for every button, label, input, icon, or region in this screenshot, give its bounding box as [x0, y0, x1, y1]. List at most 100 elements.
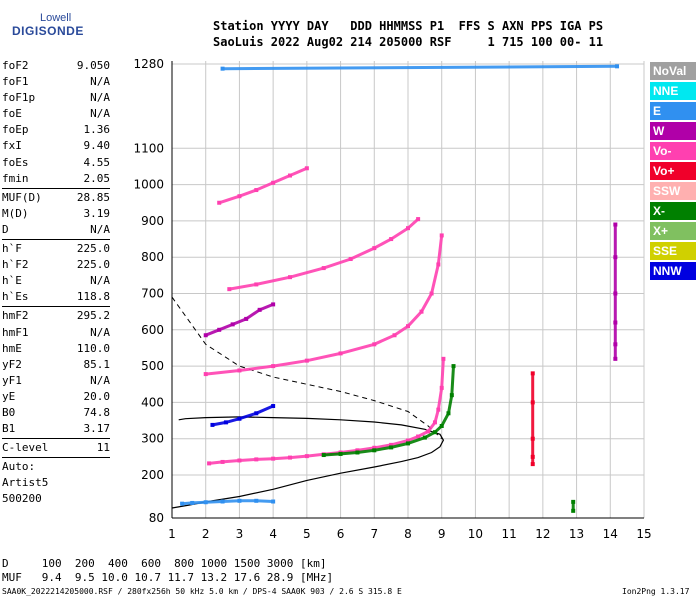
echo-point: [439, 423, 444, 428]
echo-point: [613, 320, 618, 325]
echo-point: [416, 217, 421, 222]
param-label: M(D): [2, 206, 29, 220]
param-row: yF2 85.1: [2, 357, 110, 373]
echo-point: [406, 226, 410, 231]
param-row: fmin 2.05: [2, 171, 110, 187]
echo-point: [304, 166, 309, 171]
param-row: MUF(D) 28.85: [2, 190, 110, 206]
echo-point: [203, 372, 208, 377]
param-row: hmF2 295.2: [2, 308, 110, 324]
x-tick-label: 10: [468, 527, 483, 541]
param-row: hmF1 N/A: [2, 325, 110, 341]
echo-point: [422, 435, 427, 440]
param-row: foEp 1.36: [2, 122, 110, 138]
param-label: hmF2: [2, 309, 29, 323]
echo-point: [389, 445, 394, 450]
param-label: foEp: [2, 123, 29, 137]
echo-point: [439, 385, 444, 390]
echo-point: [426, 429, 431, 434]
param-value: 85.1: [83, 357, 111, 371]
echo-point: [392, 333, 397, 338]
echo-point: [439, 233, 444, 238]
y-tick-label: 300: [141, 432, 164, 446]
param-label: yF1: [2, 373, 22, 387]
echo-point: [244, 316, 249, 321]
y-tick-label: 500: [141, 359, 164, 373]
param-label: C-level: [2, 441, 49, 455]
echo-point: [230, 322, 235, 327]
echo-point: [416, 434, 421, 439]
footer-info: SAA0K_2022214205000.RSF / 280fx256h 50 k…: [2, 587, 402, 596]
x-tick-label: 3: [236, 527, 244, 541]
legend-item-xplus: X+: [650, 222, 696, 240]
echo-point: [237, 416, 242, 421]
param-row: foE N/A: [2, 106, 110, 122]
echo-point: [449, 393, 454, 398]
echo-point: [372, 445, 377, 450]
muf-distance-row: D 100 200 400 600 800 1000 1500 3000 [km…: [2, 557, 327, 570]
echo-point: [419, 309, 424, 314]
echo-point: [389, 442, 394, 447]
param-value: 11: [96, 441, 110, 455]
y-tick-label: 200: [141, 468, 164, 482]
legend-item-noval: NoVal: [650, 62, 696, 80]
param-separator: [2, 457, 110, 459]
param-separator: [2, 239, 110, 241]
param-label: B1: [2, 422, 16, 436]
echo-trace-line: [211, 404, 275, 427]
param-value: N/A: [90, 274, 110, 288]
x-tick-label: 8: [404, 527, 412, 541]
header-labels: Station YYYY DAY DDD HHMMSS P1 FFS S AXN…: [213, 19, 604, 33]
echo-point: [217, 327, 222, 332]
echo-point: [613, 255, 618, 260]
param-separator: [2, 438, 110, 440]
echo-point: [530, 454, 535, 459]
echo-point: [254, 282, 259, 287]
echo-point: [288, 173, 292, 178]
echo-point: [613, 222, 618, 227]
param-label: foEs: [2, 155, 29, 169]
echo-point: [355, 448, 360, 453]
param-value: N/A: [90, 373, 110, 387]
param-label: h`Es: [2, 290, 29, 304]
param-value: 1.36: [83, 123, 111, 137]
param-value: N/A: [90, 107, 110, 121]
autoscaling-version: 500200: [2, 492, 42, 506]
x-tick-label: 5: [303, 527, 311, 541]
echo-point: [389, 237, 394, 242]
echo-point: [217, 200, 222, 205]
echo-point: [254, 188, 259, 193]
echo-trace-line: [204, 233, 444, 376]
echo-point: [571, 499, 576, 504]
param-label: D: [2, 222, 9, 236]
param-row: hmE 110.0: [2, 341, 110, 357]
param-label: h`E: [2, 274, 22, 288]
echo-point: [271, 180, 276, 185]
param-label: foE: [2, 107, 22, 121]
autoscaling-label: Auto:: [2, 460, 36, 474]
echo-point: [338, 451, 343, 456]
parameters-panel: foF2 9.050 foF1 N/A foF1p N/A foE N/A foEp 1.36 fx…: [2, 58, 110, 507]
param-label: yE: [2, 389, 16, 403]
param-row: h`F 225.0: [2, 241, 110, 257]
profile-solid-line: [171, 416, 445, 509]
echo-point: [436, 262, 441, 267]
logo-lowell: Lowell: [40, 12, 72, 24]
param-label: h`F2: [2, 258, 29, 272]
legend-item-w: W: [650, 122, 696, 140]
x-tick-label: 14: [603, 527, 618, 541]
param-separator: [2, 187, 110, 189]
echo-point: [436, 407, 441, 412]
param-row: fxI 9.40: [2, 138, 110, 154]
param-row: B1 3.17: [2, 421, 110, 437]
param-row: h`Es 118.8: [2, 289, 110, 305]
echo-point: [210, 422, 215, 427]
x-tick-label: 12: [535, 527, 550, 541]
param-label: fmin: [2, 171, 29, 185]
legend-item-vominus: Vo-: [650, 142, 696, 160]
echo-point: [254, 411, 259, 416]
echo-point: [446, 411, 451, 416]
echo-point: [271, 364, 276, 369]
echo-point: [530, 371, 535, 376]
echo-trace-line: [217, 166, 309, 205]
